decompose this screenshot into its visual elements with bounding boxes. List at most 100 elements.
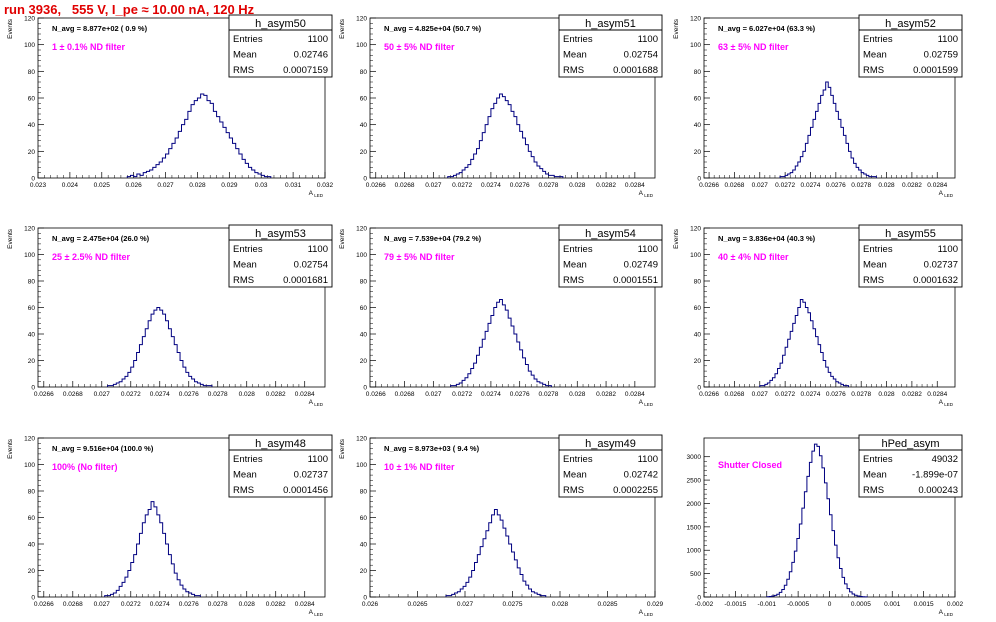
stats-key-mean: Mean xyxy=(863,470,887,481)
x-tick-label: 0.0272 xyxy=(452,182,472,189)
y-axis-title: Events xyxy=(339,438,346,459)
stats-title: h_asym55 xyxy=(885,228,936,240)
stats-key-mean: Mean xyxy=(563,50,587,61)
y-tick-label: 80 xyxy=(28,279,36,286)
stats-key-rms: RMS xyxy=(863,65,884,76)
navg-label: N_avg = 8.973e+03 ( 9.4 %) xyxy=(384,444,480,453)
y-tick-label: 80 xyxy=(360,279,368,286)
x-tick-label: 0.027 xyxy=(157,182,174,189)
x-tick-label: 0.0276 xyxy=(510,182,530,189)
stats-title: hPed_asym xyxy=(881,438,939,450)
y-tick-label: 120 xyxy=(356,16,367,23)
stats-key-entries: Entries xyxy=(563,34,593,45)
y-tick-label: 40 xyxy=(28,122,36,129)
stats-key-entries: Entries xyxy=(233,34,263,45)
x-tick-label: 0.029 xyxy=(647,601,664,608)
x-tick-label: 0.0266 xyxy=(34,601,54,608)
x-tick-label: 0.0266 xyxy=(34,391,54,398)
x-tick-label: 0.0282 xyxy=(902,391,922,398)
y-tick-label: 100 xyxy=(356,42,367,49)
filter-label: 1 ± 0.1% ND filter xyxy=(52,42,125,52)
x-axis-title: A LED xyxy=(309,190,324,198)
stats-value-entries: 1100 xyxy=(638,34,658,45)
stats-title: h_asym53 xyxy=(255,228,306,240)
y-tick-label: 120 xyxy=(24,436,35,443)
x-tick-label: 0.027 xyxy=(752,391,769,398)
y-axis-title: Events xyxy=(7,18,14,39)
x-axis-title: A LED xyxy=(639,609,654,617)
histogram-line xyxy=(779,81,877,178)
filter-label: 79 ± 5% ND filter xyxy=(384,252,455,262)
stats-value-rms: 0.0002255 xyxy=(613,485,658,496)
y-tick-label: 100 xyxy=(690,42,701,49)
filter-label: 10 ± 1% ND filter xyxy=(384,462,455,472)
y-tick-label: 0 xyxy=(363,595,367,602)
histogram-panel-h_asym55: 0 20 40 60 80 100 120 0.0266 0.0268 0.027 0.0272 0.… xyxy=(673,224,963,407)
y-tick-label: 40 xyxy=(28,332,36,339)
y-tick-label: 60 xyxy=(694,96,702,103)
y-tick-label: 60 xyxy=(694,305,702,312)
stats-value-entries: 1100 xyxy=(308,34,328,45)
stats-box: h_asym50 Entries 1100 Mean 0.02746 RMS 0.00071… xyxy=(228,14,333,78)
y-axis-title: Events xyxy=(339,18,346,39)
y-tick-label: 80 xyxy=(360,69,368,76)
histogram-panel-h_asym53: 0 20 40 60 80 100 120 0.0266 0.0268 0.027 0.0272 0.… xyxy=(7,224,333,407)
y-tick-label: 60 xyxy=(360,96,368,103)
filter-label: 25 ± 2.5% ND filter xyxy=(52,252,130,262)
x-axis-title: A LED xyxy=(639,399,654,407)
histogram-line xyxy=(126,93,272,178)
y-tick-label: 120 xyxy=(24,16,35,23)
stats-value-entries: 1100 xyxy=(938,34,958,45)
histogram-panel-h_asym51: 0 20 40 60 80 100 120 0.0266 0.0268 0.027 0.0272 0.… xyxy=(339,14,663,198)
y-tick-label: 20 xyxy=(28,358,36,365)
y-tick-label: 80 xyxy=(360,489,368,496)
stats-key-mean: Mean xyxy=(563,260,587,271)
x-tick-label: 0.0284 xyxy=(927,391,947,398)
x-tick-label: 0.0266 xyxy=(366,182,386,189)
x-tick-label: 0.0284 xyxy=(295,601,315,608)
stats-frame xyxy=(858,14,963,78)
x-tick-label: 0.0276 xyxy=(510,391,530,398)
x-axis-title: A LED xyxy=(939,609,954,617)
x-tick-label: 0.0272 xyxy=(452,391,472,398)
y-tick-label: 120 xyxy=(690,16,701,23)
stats-box: h_asym54 Entries 1100 Mean 0.02749 RMS 0.00015… xyxy=(558,224,663,288)
stats-value-mean: 0.02737 xyxy=(294,470,328,481)
y-tick-label: 100 xyxy=(24,252,35,259)
x-tick-label: -0.001 xyxy=(758,601,777,608)
stats-box: h_asym55 Entries 1100 Mean 0.02737 RMS 0.00016… xyxy=(858,224,963,288)
y-tick-label: 120 xyxy=(356,226,367,233)
histogram-line xyxy=(107,307,213,387)
stats-value-entries: 1100 xyxy=(638,454,658,465)
y-tick-label: 40 xyxy=(360,332,368,339)
stats-frame xyxy=(228,434,333,498)
x-tick-label: 0.028 xyxy=(569,182,586,189)
x-tick-label: 0.0268 xyxy=(63,601,83,608)
x-tick-label: 0.028 xyxy=(239,601,256,608)
stats-value-rms: 0.0007159 xyxy=(283,65,328,76)
y-tick-label: 100 xyxy=(24,462,35,469)
filter-label: 63 ± 5% ND filter xyxy=(718,42,789,52)
stats-box: h_asym48 Entries 1100 Mean 0.02737 RMS 0.00014… xyxy=(228,434,333,498)
x-tick-label: 0.0284 xyxy=(927,182,947,189)
histogram-line xyxy=(450,299,552,387)
y-tick-label: 80 xyxy=(694,69,702,76)
x-tick-label: 0.0282 xyxy=(266,391,286,398)
y-tick-label: 100 xyxy=(690,252,701,259)
stats-value-rms: 0.0001688 xyxy=(613,65,658,76)
x-tick-label: 0.028 xyxy=(878,391,895,398)
stats-key-entries: Entries xyxy=(563,454,593,465)
stats-key-rms: RMS xyxy=(863,485,884,496)
stats-key-mean: Mean xyxy=(863,50,887,61)
x-tick-label: 0.032 xyxy=(317,182,334,189)
x-tick-label: 0.0268 xyxy=(395,391,415,398)
stats-title: h_asym49 xyxy=(585,438,636,450)
y-tick-label: 1500 xyxy=(687,524,702,531)
y-tick-label: 80 xyxy=(694,279,702,286)
stats-box: hPed_asym Entries 49032 Mean -1.899e-07 RMS 0.… xyxy=(858,434,963,498)
x-tick-label: 0.0282 xyxy=(902,182,922,189)
histogram-line xyxy=(766,443,868,598)
y-tick-label: 20 xyxy=(28,568,36,575)
x-tick-label: 0.028 xyxy=(239,391,256,398)
stats-key-mean: Mean xyxy=(863,260,887,271)
